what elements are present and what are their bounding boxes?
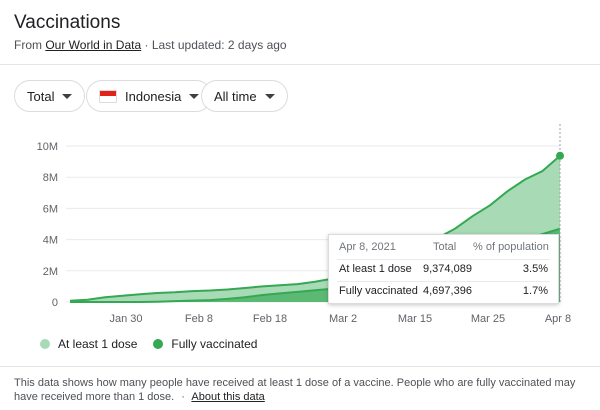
x-tick-label: Jan 30 — [109, 313, 142, 325]
fully-vaccinated-legend-swatch — [153, 339, 164, 349]
about-data-link[interactable]: About this data — [191, 391, 265, 403]
chart-legend: At least 1 dose Fully vaccinated — [40, 337, 257, 351]
tooltip-row-label: At least 1 dose — [339, 263, 412, 275]
chevron-down-icon — [62, 93, 73, 99]
x-tick-label: Mar 25 — [471, 313, 505, 325]
y-tick-label: 10M — [37, 141, 58, 153]
footer-separator: · — [181, 391, 185, 403]
tooltip-row-pct: 3.5% — [522, 263, 548, 275]
y-tick-label: 2M — [43, 266, 58, 278]
first-dose-legend-swatch — [40, 339, 50, 349]
tooltip-row-pct: 1.7% — [522, 285, 548, 297]
tooltip-divider — [337, 281, 550, 282]
y-tick-label: 8M — [43, 172, 58, 184]
data-note-text: This data shows how many people have rec… — [14, 377, 576, 403]
tooltip-row-label: Fully vaccinated — [339, 285, 418, 297]
card-title: Vaccinations — [14, 12, 121, 33]
tooltip-row-total: 9,374,089 — [423, 263, 472, 275]
chevron-down-icon — [189, 93, 200, 99]
last-updated: · Last updated: 2 days ago — [144, 38, 287, 52]
x-tick-label: Apr 8 — [545, 313, 571, 325]
divider — [0, 366, 600, 367]
data-note: This data shows how many people have rec… — [14, 376, 586, 404]
metric-label: Total — [27, 88, 55, 104]
source-line: From Our World in Data · Last updated: 2… — [14, 38, 287, 52]
x-axis-ticks: Jan 30 Feb 8 Feb 18 Mar 2 Mar 15 Mar 25 Apr 8 — [109, 313, 571, 325]
chevron-down-icon — [264, 93, 275, 99]
time-range-label: All time — [214, 88, 257, 104]
y-tick-label: 0 — [52, 297, 58, 309]
x-tick-label: Mar 15 — [398, 313, 432, 325]
divider — [0, 64, 600, 65]
country-dropdown[interactable]: Indonesia — [86, 80, 213, 112]
first-dose-line — [69, 155, 561, 302]
tooltip-divider — [337, 259, 550, 260]
tooltip-row: Fully vaccinated 4,697,396 1.7% — [329, 285, 558, 303]
chart-tooltip: Apr 8, 2021 Total % of population At lea… — [328, 234, 559, 304]
source-prefix: From — [14, 38, 42, 52]
country-label: Indonesia — [125, 88, 182, 104]
x-tick-label: Feb 8 — [185, 313, 213, 325]
time-range-dropdown[interactable]: All time — [201, 80, 288, 112]
tooltip-row-total: 4,697,396 — [423, 285, 472, 297]
legend-fully-vaccinated: Fully vaccinated — [171, 337, 258, 351]
x-tick-label: Feb 18 — [253, 313, 287, 325]
metric-dropdown[interactable]: Total — [14, 80, 86, 112]
y-tick-label: 4M — [43, 235, 58, 247]
indonesia-flag-icon — [99, 89, 117, 103]
first-dose-point — [556, 151, 564, 160]
tooltip-row: At least 1 dose 9,374,089 3.5% — [329, 263, 558, 281]
x-tick-label: Mar 2 — [329, 313, 357, 325]
y-tick-label: 6M — [43, 203, 58, 215]
legend-first-dose: At least 1 dose — [58, 337, 138, 351]
tooltip-col-total: Total — [433, 241, 457, 253]
source-link[interactable]: Our World in Data — [45, 38, 142, 52]
tooltip-col-pct: % of population — [473, 241, 549, 253]
y-axis-ticks: 0 2M 4M 6M 8M 10M — [37, 141, 58, 309]
tooltip-date: Apr 8, 2021 — [339, 241, 396, 253]
